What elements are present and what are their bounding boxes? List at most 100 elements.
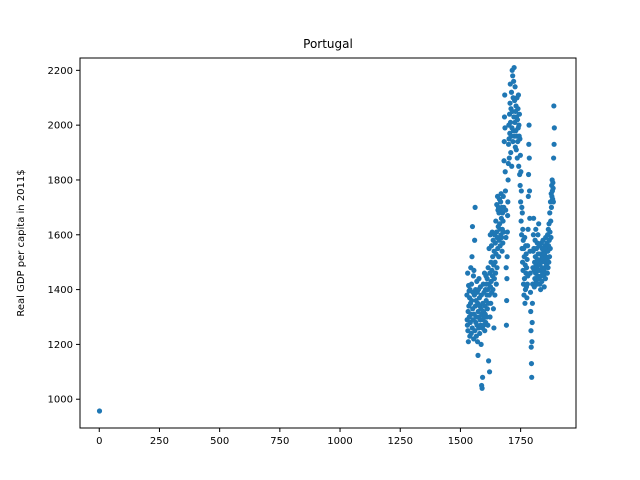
data-point-161 — [502, 188, 509, 194]
data-point-47 — [475, 352, 481, 358]
data-point-262 — [527, 215, 533, 221]
data-point-231 — [519, 210, 525, 216]
data-point-229 — [519, 204, 525, 210]
data-point-273 — [529, 300, 536, 306]
data-point-277 — [530, 232, 536, 238]
data-point-7 — [465, 339, 471, 345]
x-tick-label-5: 1250 — [388, 436, 413, 447]
data-point-296 — [535, 232, 541, 238]
points-layer — [96, 64, 557, 414]
data-point-259 — [526, 122, 532, 128]
data-point-164 — [503, 265, 509, 271]
data-point-97 — [487, 314, 493, 320]
data-point-109 — [490, 286, 496, 293]
data-point-224 — [518, 199, 524, 205]
data-point-91 — [486, 358, 492, 364]
data-point-271 — [529, 339, 535, 345]
y-tick-label-1: 1200 — [48, 340, 73, 351]
data-point-180 — [507, 100, 513, 106]
y-tick-label-4: 1800 — [48, 175, 73, 186]
data-point-191 — [510, 73, 516, 79]
data-point-33 — [472, 237, 478, 243]
y-tick-label-0: 1000 — [48, 395, 73, 406]
data-point-183 — [508, 149, 514, 156]
data-point-213 — [515, 106, 521, 112]
data-point-352 — [548, 204, 555, 210]
data-point-250 — [524, 295, 530, 301]
chart-title: Portugal — [303, 37, 353, 51]
data-point-363 — [551, 141, 557, 147]
data-point-197 — [511, 64, 517, 71]
data-point-121 — [493, 218, 499, 224]
data-point-88 — [485, 322, 491, 328]
data-point-265 — [527, 289, 534, 295]
data-point-119 — [492, 240, 498, 246]
data-point-327 — [542, 276, 549, 282]
data-point-182 — [507, 119, 514, 126]
data-point-153 — [500, 229, 507, 235]
data-point-85 — [484, 276, 490, 282]
data-point-227 — [518, 188, 524, 194]
data-point-168 — [504, 254, 510, 260]
x-tick-label-0: 0 — [96, 436, 102, 447]
data-point-344 — [546, 254, 553, 260]
data-point-123 — [493, 281, 499, 287]
data-point-345 — [547, 210, 553, 216]
data-point-171 — [505, 199, 511, 205]
data-point-261 — [526, 188, 533, 194]
data-point-115 — [491, 276, 497, 282]
data-point-111 — [490, 306, 497, 312]
data-point-152 — [500, 193, 506, 200]
data-point-299 — [536, 221, 542, 227]
data-point-266 — [528, 308, 534, 315]
data-point-216 — [516, 163, 522, 169]
data-point-159 — [502, 125, 508, 131]
data-point-4 — [465, 270, 471, 276]
data-point-156 — [501, 138, 507, 145]
data-point-360 — [550, 199, 556, 205]
data-point-341 — [546, 259, 552, 265]
data-point-158 — [502, 92, 508, 98]
data-point-338 — [545, 265, 551, 271]
data-point-141 — [498, 199, 504, 205]
data-point-252 — [524, 281, 530, 287]
data-point-233 — [520, 226, 526, 232]
data-point-157 — [501, 114, 508, 120]
x-tick-label-1: 250 — [150, 436, 169, 447]
y-tick-label-3: 1600 — [48, 230, 73, 241]
data-point-201 — [512, 84, 518, 90]
data-point-221 — [517, 136, 523, 142]
data-point-34 — [472, 328, 478, 334]
data-point-257 — [525, 171, 532, 178]
data-point-177 — [506, 155, 512, 161]
data-point-242 — [522, 300, 528, 306]
data-point-312 — [539, 278, 545, 284]
data-point-24 — [469, 223, 476, 230]
data-point-160 — [502, 169, 508, 175]
data-point-166 — [504, 297, 510, 304]
x-tick-label-6: 1500 — [448, 436, 473, 447]
data-point-322 — [541, 284, 547, 290]
data-point-174 — [505, 141, 512, 147]
data-point-103 — [488, 243, 495, 249]
data-point-35 — [472, 204, 478, 210]
data-point-21 — [469, 297, 475, 304]
y-tick-label-5: 2000 — [48, 121, 73, 132]
data-point-30 — [471, 267, 477, 274]
data-point-89 — [485, 265, 491, 271]
data-point-126 — [494, 265, 500, 271]
data-point-45 — [474, 339, 481, 345]
data-point-287 — [533, 226, 539, 232]
data-point-66 — [479, 374, 486, 380]
data-point-165 — [503, 322, 510, 328]
data-point-270 — [529, 374, 535, 380]
data-point-335 — [544, 270, 550, 276]
y-tick-label-6: 2200 — [48, 66, 73, 77]
data-point-95 — [486, 369, 493, 375]
data-point-358 — [550, 180, 556, 186]
data-point-256 — [525, 193, 531, 200]
data-point-217 — [516, 122, 522, 128]
data-point-169 — [504, 229, 510, 235]
x-tick-label-2: 500 — [210, 436, 229, 447]
data-point-247 — [523, 251, 529, 257]
